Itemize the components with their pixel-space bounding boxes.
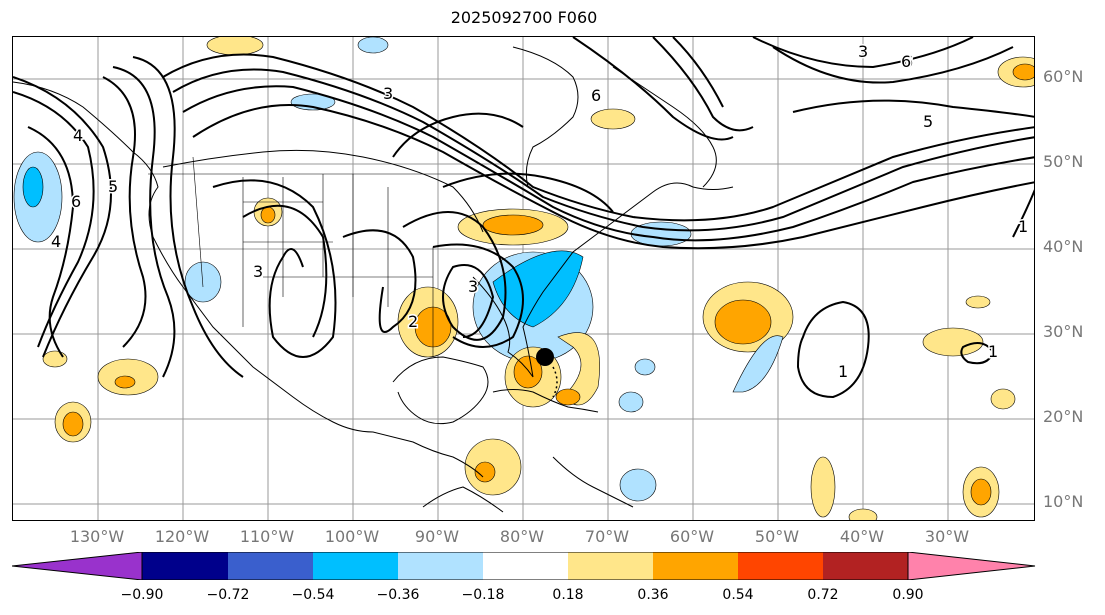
colorbar-tick: 0.72: [807, 587, 839, 603]
lon-label-90w: 90°W: [414, 527, 460, 546]
shaded-fields: [13, 37, 1034, 520]
borders: [148, 156, 483, 357]
colorbar-tick: −0.36: [376, 587, 420, 603]
lon-label-120w: 120°W: [154, 527, 210, 546]
colorbar-tick: 0.54: [722, 587, 754, 603]
lat-label-10n: 10°N: [1043, 492, 1084, 511]
lon-label-80w: 80°W: [499, 527, 545, 546]
colorbar-tick: −0.72: [206, 587, 250, 603]
colorbar-seg: [738, 552, 823, 580]
colorbar: [11, 551, 1036, 584]
colorbar-tick: 0.36: [637, 587, 669, 603]
contour-label: 1: [1018, 217, 1028, 236]
storm-center-marker: [536, 348, 554, 366]
contours: [13, 37, 1034, 399]
contour-label: 5: [108, 177, 118, 196]
lat-label-60n: 60°N: [1043, 67, 1084, 86]
colorbar-seg: [228, 552, 313, 580]
lat-label-50n: 50°N: [1043, 152, 1084, 171]
lat-label-30n: 30°N: [1043, 322, 1084, 341]
colorbar-seg: [313, 552, 398, 580]
contour-label: 3: [383, 84, 393, 103]
lon-label-110w: 110°W: [239, 527, 295, 546]
colorbar-svg: [11, 551, 1036, 581]
colorbar-seg: [398, 552, 483, 580]
lat-label-40n: 40°N: [1043, 237, 1084, 256]
lon-label-130w: 130°W: [69, 527, 125, 546]
contour-label: 2: [408, 312, 418, 331]
lon-label-100w: 100°W: [324, 527, 380, 546]
colorbar-seg: [142, 552, 228, 580]
contour-label: 1: [988, 342, 998, 361]
lon-label-70w: 70°W: [584, 527, 630, 546]
contour-labels: 6 6 6 5 5 4 4 3 3 3 3 2 1 1 1 6: [50, 41, 1030, 383]
contour-label: 6: [71, 192, 81, 211]
lon-label-40w: 40°W: [839, 527, 885, 546]
colorbar-seg: [653, 552, 738, 580]
contour-label: 4: [73, 126, 83, 145]
contour-label: 1: [838, 362, 848, 381]
contour-label: 6: [903, 52, 913, 71]
lon-label-50w: 50°W: [754, 527, 800, 546]
colorbar-seg: [823, 552, 908, 580]
colorbar-seg: [568, 552, 653, 580]
colorbar-extend-low: [11, 551, 143, 581]
lon-label-30w: 30°W: [924, 527, 970, 546]
map-panel: 6 6 6 5 5 4 4 3 3 3 3 2 1 1 1 6: [12, 36, 1035, 521]
coastlines: [13, 46, 734, 513]
colorbar-tick: −0.90: [120, 587, 164, 603]
colorbar-tick: −0.54: [291, 587, 335, 603]
colorbar-seg: [483, 552, 568, 580]
colorbar-tick: 0.90: [892, 587, 924, 603]
colorbar-tick: 0.18: [552, 587, 584, 603]
lon-label-60w: 60°W: [669, 527, 715, 546]
contour-label: 3: [468, 277, 478, 296]
colorbar-extend-high: [907, 551, 1036, 581]
colorbar-tick: −0.18: [461, 587, 505, 603]
contour-label: 6: [591, 86, 601, 105]
contour-label: 4: [51, 232, 61, 251]
map-canvas: 6 6 6 5 5 4 4 3 3 3 3 2 1 1 1 6: [13, 37, 1034, 520]
contour-label: 6: [901, 52, 911, 71]
map-title: 2025092700 F060: [450, 8, 598, 27]
contour-label: 3: [858, 42, 868, 61]
contour-label: 5: [923, 112, 933, 131]
contour-label: 3: [253, 262, 263, 281]
lat-label-20n: 20°N: [1043, 407, 1084, 426]
graticule: [13, 37, 1034, 520]
